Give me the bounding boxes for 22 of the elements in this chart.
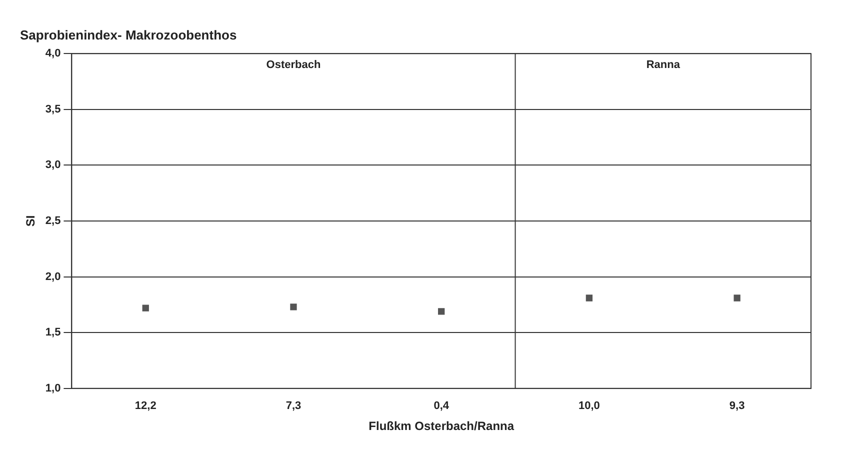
x-tick-label: 7,3 <box>286 400 302 412</box>
annotation: Ranna <box>646 59 681 72</box>
y-tick-label: 3,0 <box>45 159 61 172</box>
y-tick-label: 3,5 <box>45 103 61 116</box>
y-tick-label: 2,0 <box>45 270 61 283</box>
x-axis-title: Flußkm Osterbach/Ranna <box>368 419 514 434</box>
chart-title: Saprobienindex- Makrozoobenthos <box>20 27 237 42</box>
x-tick-label: 0,4 <box>434 400 450 412</box>
point <box>290 304 297 310</box>
y-tick-label: 1,5 <box>45 326 61 339</box>
x-tick-label: 9,3 <box>729 400 745 412</box>
x-tick-label: 12,2 <box>134 400 156 412</box>
point <box>142 304 149 312</box>
y-tick-label: 2,5 <box>45 215 61 228</box>
annotation: Osterbach <box>266 59 321 72</box>
y-tick-label: 1,0 <box>45 382 61 394</box>
y-tick-label: 4,0 <box>45 48 61 60</box>
x-tick-label: 10,0 <box>578 400 600 412</box>
point <box>586 294 593 302</box>
point <box>438 308 445 315</box>
y-axis-title: SI <box>24 215 38 227</box>
point <box>734 294 740 302</box>
